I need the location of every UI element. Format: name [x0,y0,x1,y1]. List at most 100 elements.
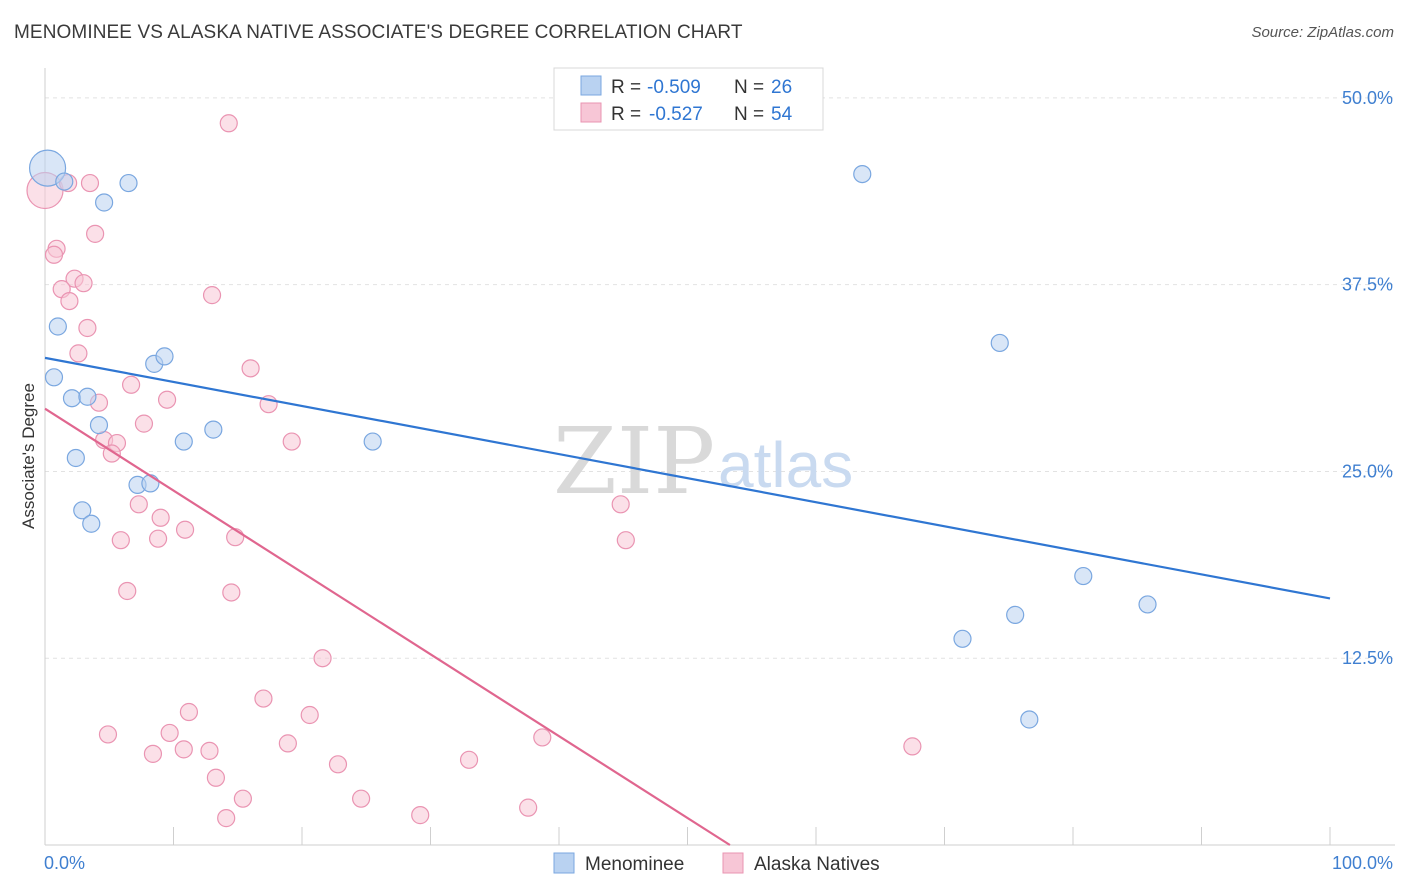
menominee-point-18 [82,514,101,533]
alaska-point-12 [78,318,97,338]
alaska-point-31 [616,531,635,550]
series-legend: Menominee Alaska Natives [553,852,880,875]
alaska-r-value: -0.527 [649,104,703,125]
alaska-point-48 [206,768,226,787]
alaska-point-4 [86,224,105,243]
alaska-point-11 [202,286,222,305]
alaska-swatch [580,102,602,123]
alaska-point-19 [134,414,154,433]
menominee-point-17 [73,501,92,520]
alaska-point-40 [278,734,297,753]
menominee-n-value: 26 [771,77,792,98]
menominee-n-label: N = [734,77,764,98]
alaska-point-14 [241,359,260,378]
alaska-point-36 [179,702,199,722]
alaska-point-38 [98,725,118,744]
alaska-point-42 [174,740,193,759]
alaska-point-15 [121,375,141,394]
menominee-point-7 [78,387,97,406]
alaska-point-37 [300,705,319,725]
menominee-point-8 [89,416,109,435]
alaska-point-28 [148,529,168,548]
menominee-point-23 [1006,605,1025,624]
menominee-point-20 [990,333,1009,353]
x-tick-label-min: 0.0% [44,853,85,873]
alaska-point-1 [219,114,238,133]
alaska-point-43 [200,741,219,760]
gridlines [45,97,1395,659]
alaska-point-10 [60,292,79,311]
x-ticks [44,827,1331,845]
legend-label-alaska: Alaska Natives [754,854,880,875]
alaska-n-label: N = [734,104,764,125]
menominee-point-14 [363,432,382,451]
alaska-point-47 [903,737,922,756]
y-tick-label-1: 25.0% [1342,461,1393,481]
menominee-point-2 [95,193,114,212]
alaska-point-17 [157,390,177,409]
alaska-point-52 [411,806,430,825]
source-label: Source: ZipAtlas.com [1251,24,1394,41]
alaska-point-32 [118,581,137,601]
alaska-trend-line [44,407,731,846]
alaska-point-30 [611,495,630,514]
y-axis-title: Associate's Degree [19,383,38,529]
y-tick-label-0: 12.5% [1342,648,1393,668]
watermark-zip: ZIP [553,408,715,515]
legend-swatch-alaska [722,852,744,874]
alaska-point-26 [175,520,195,539]
alaska-point-51 [217,809,236,828]
menominee-point-3 [119,173,138,193]
menominee-point-19 [853,164,872,184]
menominee-r-value: -0.509 [647,77,701,98]
alaska-point-41 [143,744,163,763]
alaska-point-46 [533,728,552,747]
alaska-point-27 [111,531,130,550]
menominee-point-10 [155,347,174,366]
menominee-point-11 [66,448,85,468]
menominee-r-label: R = [611,77,641,98]
alaska-point-34 [313,649,332,668]
alaska-point-53 [519,798,538,817]
alaska-point-25 [151,508,170,527]
menominee-point-22 [1138,595,1157,614]
alaska-point-49 [233,789,252,808]
alaska-point-23 [282,432,301,451]
chart-title: MENOMINEE VS ALASKA NATIVE ASSOCIATE'S D… [14,22,743,43]
alaska-n-value: 54 [771,104,793,125]
menominee-point-5 [44,368,64,387]
menominee-point-13 [204,420,223,439]
alaska-point-8 [74,274,93,293]
y-tick-label-3: 50.0% [1342,88,1393,108]
x-tick-label-max: 100.0% [1332,853,1393,873]
alaska-natives-points [26,114,922,828]
alaska-point-44 [328,755,348,774]
menominee-point-4 [48,317,67,336]
alaska-point-33 [222,583,241,602]
menominee-point-12 [174,432,193,451]
legend-label-menominee: Menominee [585,854,684,875]
stats-legend: R = -0.509 N = 26 R = -0.527 N = 54 [553,67,824,131]
alaska-point-39 [160,723,179,743]
alaska-point-29 [226,528,245,547]
trend-lines [44,356,1331,846]
alaska-point-13 [69,344,88,363]
alaska-r-label: R = [611,104,641,125]
alaska-point-45 [459,750,479,769]
y-tick-labels: 12.5% 25.0% 37.5% 50.0% [1342,88,1393,668]
menominee-point-24 [953,629,972,648]
alaska-point-24 [129,495,148,514]
alaska-point-35 [254,689,273,708]
alaska-point-3 [80,173,100,193]
menominee-point-21 [1074,566,1093,586]
watermark-atlas: atlas [718,429,853,501]
alaska-point-50 [352,789,371,808]
menominee-trend-line [44,356,1331,600]
alaska-point-6 [44,245,64,264]
legend-swatch-menominee [553,852,575,874]
menominee-point-1 [55,172,74,191]
menominee-point-16 [141,474,160,493]
menominee-swatch [580,75,602,96]
menominee-point-6 [62,389,82,408]
